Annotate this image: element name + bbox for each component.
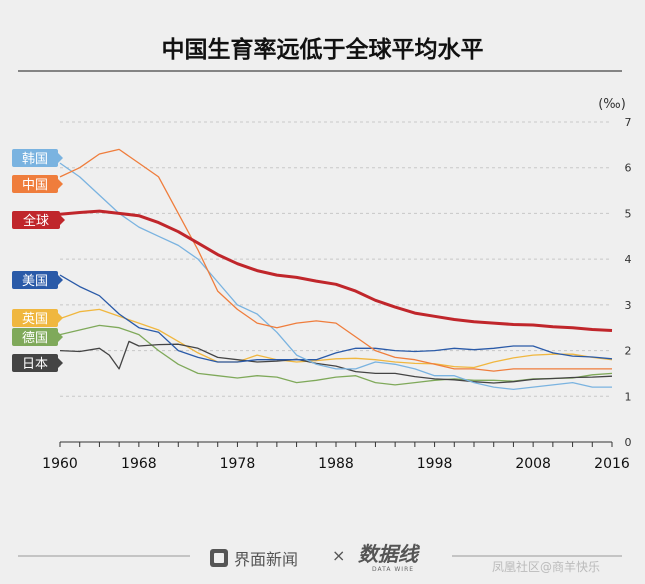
series-line-英国 — [59, 308, 613, 369]
y-tick-label-1: 1 — [625, 390, 632, 403]
legend-pointer-德国 — [58, 332, 63, 342]
brand-name: 界面新闻 — [234, 550, 299, 569]
legend-pointer-全球 — [60, 215, 65, 225]
y-axis-unit: (‰) — [598, 97, 626, 112]
legend-label-德国: 德国 — [22, 331, 48, 346]
x-tick-label-2008: 2008 — [515, 456, 551, 472]
data-wire-logo-sub: DATA WIRE — [372, 566, 415, 573]
legend-tag-中国 — [12, 175, 58, 193]
x-tick-label-2016: 2016 — [594, 456, 630, 472]
series-line-日本 — [59, 340, 613, 384]
series-line-中国 — [59, 148, 612, 372]
collab-x: × — [332, 546, 346, 565]
y-tick-label-7: 7 — [625, 116, 632, 129]
y-tick-label-3: 3 — [625, 299, 632, 312]
footer-brand: 界面新闻 — [210, 546, 298, 570]
x-tick-label-1968: 1968 — [121, 456, 157, 472]
legend-tag-日本 — [12, 354, 58, 372]
legend-pointer-英国 — [58, 313, 63, 323]
legend-tag-英国 — [12, 309, 58, 327]
legend-tag-韩国 — [12, 149, 58, 167]
legend-tag-美国 — [12, 271, 58, 289]
brand-logo-icon — [210, 549, 228, 567]
y-tick-label-4: 4 — [625, 253, 632, 266]
x-tick-label-1978: 1978 — [220, 456, 256, 472]
y-tick-label-0: 0 — [625, 436, 632, 449]
legend-pointer-中国 — [58, 179, 63, 189]
legend-pointer-日本 — [58, 358, 63, 368]
legend-label-美国: 美国 — [22, 274, 48, 289]
y-tick-label-6: 6 — [625, 162, 632, 175]
series-line-美国 — [59, 274, 613, 363]
legend-label-中国: 中国 — [22, 178, 48, 193]
x-tick-label-1960: 1960 — [42, 456, 78, 472]
legend-label-日本: 日本 — [22, 357, 48, 372]
series-line-韩国 — [59, 162, 612, 391]
x-tick-label-1998: 1998 — [417, 456, 453, 472]
legend-tag-德国 — [12, 328, 58, 346]
legend-pointer-美国 — [58, 275, 63, 285]
legend-pointer-韩国 — [58, 153, 63, 163]
y-tick-label-5: 5 — [625, 207, 632, 220]
legend-label-韩国: 韩国 — [22, 152, 48, 167]
data-wire-logo: 数据线 — [358, 542, 418, 566]
y-tick-label-2: 2 — [625, 345, 632, 358]
legend-label-英国: 英国 — [22, 312, 48, 327]
legend-tag-全球 — [12, 211, 60, 229]
chart-title: 中国生育率远低于全球平均水平 — [161, 37, 484, 63]
watermark-credit: 凤凰社区@商羊快乐 — [492, 560, 601, 574]
legend-label-全球: 全球 — [23, 213, 49, 229]
series-line-全球 — [59, 209, 613, 332]
x-tick-label-1988: 1988 — [318, 456, 354, 472]
